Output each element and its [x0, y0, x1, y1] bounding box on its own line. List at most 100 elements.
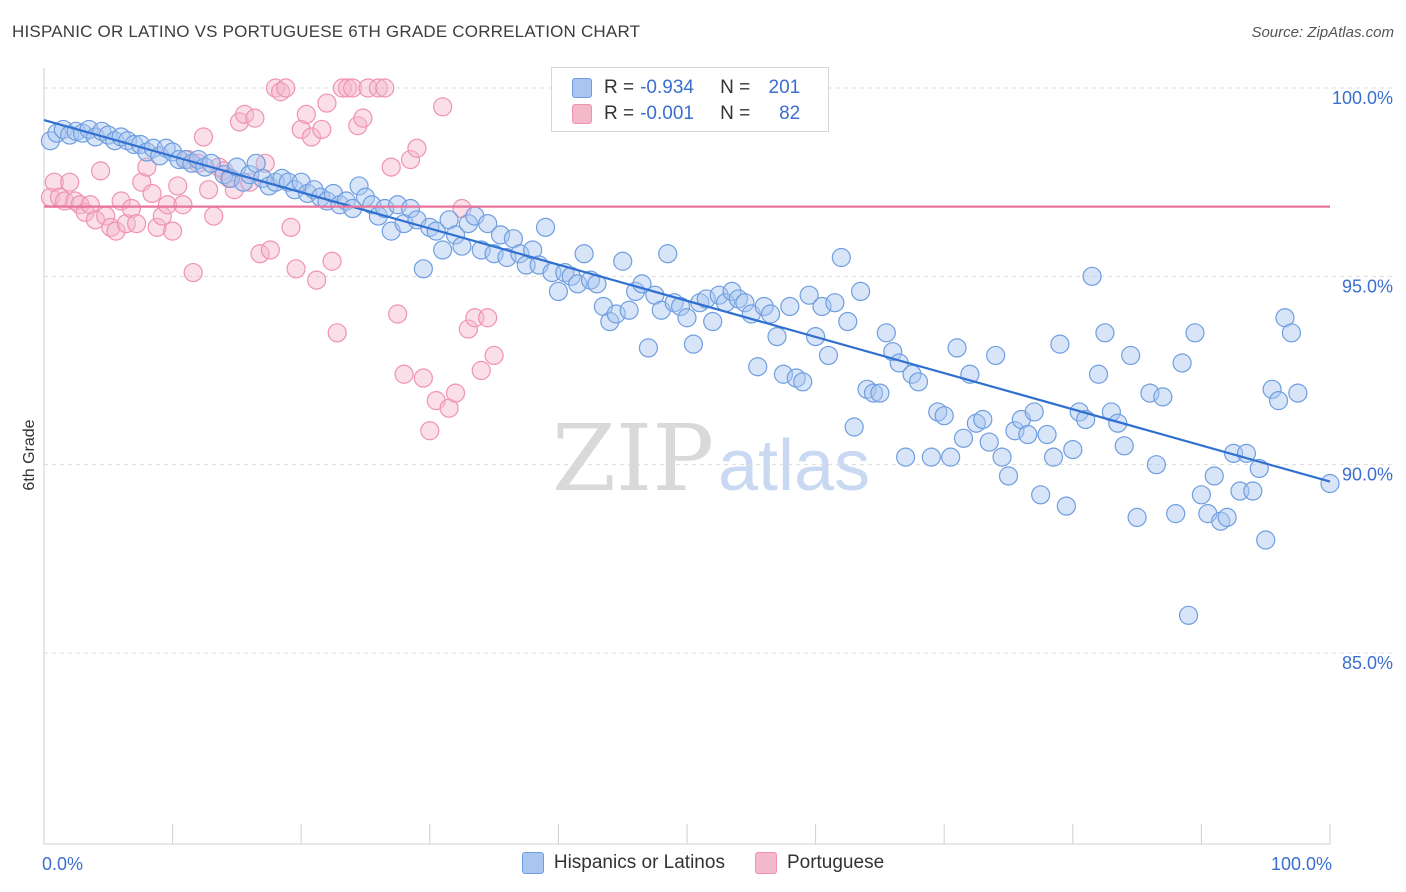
y-tick-label: 90.0%	[1342, 465, 1393, 485]
portuguese-point	[433, 97, 453, 117]
hispanic-point	[1178, 605, 1199, 625]
hispanic-point	[934, 406, 954, 426]
hispanic-point	[896, 447, 916, 467]
y-tick-label: 95.0%	[1342, 276, 1393, 296]
hispanic-point	[600, 311, 620, 332]
hispanic-point	[471, 240, 491, 260]
hispanic-point	[388, 195, 408, 215]
hispanic-point	[568, 274, 588, 294]
source-label: Source: ZipAtlas.com	[1251, 24, 1394, 41]
portuguese-point	[126, 214, 147, 234]
portuguese-point	[276, 78, 296, 98]
hispanic-point	[1268, 391, 1289, 411]
hispanic-point	[1121, 345, 1141, 366]
stats-legend: R = -0.934 N = 201 R = -0.001 N = 82	[551, 67, 829, 132]
hispanic-point	[677, 308, 697, 328]
portuguese-legend-swatch	[754, 852, 777, 874]
portuguese-point	[260, 240, 280, 260]
portuguese-point	[204, 206, 224, 226]
portuguese-point	[111, 191, 131, 211]
portuguese-point	[183, 262, 203, 283]
hispanic-point	[619, 300, 639, 320]
hispanic-point	[1108, 413, 1128, 433]
legend-item-hispanic[interactable]: Hispanics or Latinos	[521, 852, 725, 874]
hispanic-point	[760, 304, 781, 324]
hispanic-point	[1146, 455, 1166, 475]
portuguese-point	[271, 82, 291, 102]
watermark-zip: ZIP	[552, 405, 714, 512]
hispanic-point	[400, 198, 421, 219]
hispanic-legend-swatch	[521, 852, 544, 874]
hispanic-point	[754, 296, 774, 317]
hispanic-point	[1114, 436, 1134, 456]
portuguese-point	[394, 364, 414, 384]
portuguese-point	[80, 195, 100, 215]
r-label: R =	[604, 103, 635, 124]
hispanic-point	[497, 247, 517, 268]
watermark-atlas: atlas	[718, 426, 870, 506]
portuguese-point	[245, 108, 265, 128]
hispanic-point	[844, 417, 864, 437]
hispanic-point	[851, 281, 871, 301]
hispanic-point	[780, 296, 800, 317]
hispanic-point	[941, 447, 961, 467]
hispanic-point	[613, 251, 633, 271]
portuguese-point	[296, 104, 316, 124]
hispanic-point	[992, 447, 1012, 467]
portuguese-point	[407, 138, 427, 158]
hispanic-point	[1288, 383, 1308, 403]
hispanic-point	[825, 293, 845, 313]
n-label: N =	[720, 77, 751, 98]
portuguese-point	[85, 210, 106, 230]
hispanic-point	[1140, 383, 1160, 403]
portuguese-point	[54, 191, 75, 211]
portuguese-point	[307, 270, 327, 290]
portuguese-point	[332, 78, 352, 98]
hispanic-point	[799, 285, 819, 305]
hispanic-point	[876, 323, 896, 343]
portuguese-point	[322, 251, 342, 271]
hispanic-point	[1063, 440, 1083, 460]
hispanic-point	[883, 342, 903, 362]
hispanic-point	[1043, 447, 1064, 467]
hispanic-point	[947, 338, 967, 358]
hispanic-point	[812, 296, 832, 317]
portuguese-point	[375, 78, 395, 98]
hispanic-point	[1185, 323, 1205, 343]
x-tick-label: 100.0%	[1271, 854, 1332, 874]
legend-item-portuguese[interactable]: Portuguese	[754, 852, 885, 874]
hispanic-point	[362, 195, 382, 215]
hispanic-swatch	[572, 78, 592, 98]
y-tick-label: 85.0%	[1342, 653, 1393, 673]
portuguese-point	[101, 217, 121, 237]
hispanic-point	[433, 240, 453, 260]
hispanic-point	[973, 409, 993, 430]
portuguese-point	[281, 217, 301, 237]
hispanic-point	[535, 217, 556, 237]
stats-row-hispanic: R = -0.934 N = 201	[572, 76, 800, 100]
legend-label: Portuguese	[786, 852, 885, 873]
axes	[43, 68, 1331, 845]
chart-title: HISPANIC OR LATINO VS PORTUGUESE 6TH GRA…	[12, 22, 641, 41]
hispanic-point	[683, 334, 704, 354]
hispanic-point	[574, 244, 594, 264]
data-points	[40, 78, 1340, 625]
portuguese-point	[327, 323, 347, 343]
portuguese-point	[353, 108, 373, 128]
hispanic-point	[979, 432, 999, 452]
portuguese-point	[358, 78, 378, 98]
hispanic-point	[1018, 424, 1038, 445]
r-value: -0.934	[640, 77, 694, 98]
portuguese-point	[291, 119, 311, 140]
hispanic-point	[735, 293, 755, 313]
portuguese-point	[90, 161, 111, 181]
hispanic-point	[490, 225, 511, 245]
portuguese-point	[121, 198, 142, 219]
hispanic-point	[1088, 364, 1109, 384]
tick-labels: 100.0% 95.0% 90.0% 85.0% 0.0% 100.0%	[42, 88, 1393, 874]
portuguese-point	[137, 157, 157, 177]
hispanic-point	[1005, 421, 1025, 441]
r-value: -0.001	[640, 103, 694, 124]
hispanic-point	[767, 327, 787, 347]
hispanic-point	[458, 214, 478, 234]
